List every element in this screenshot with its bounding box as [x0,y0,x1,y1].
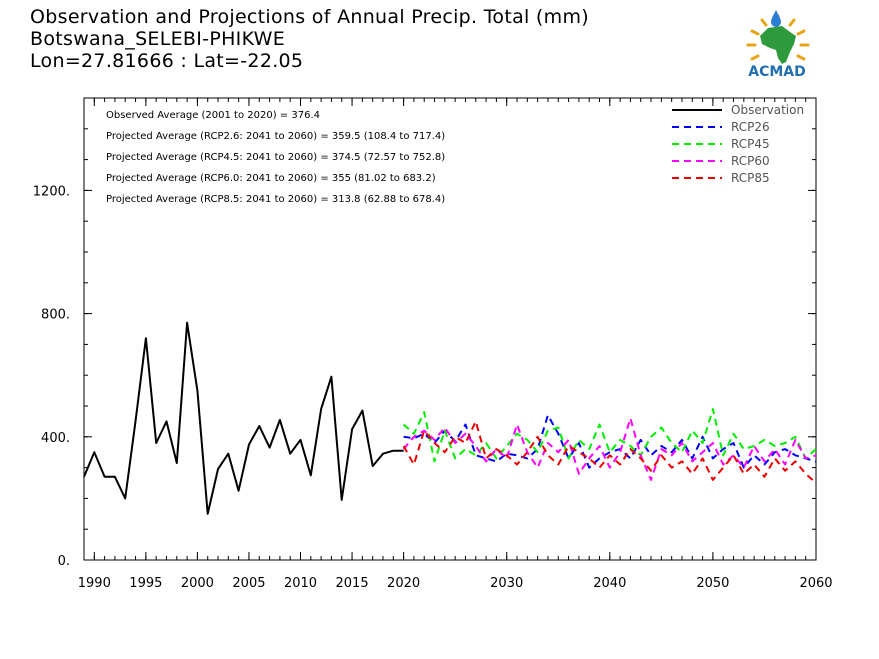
x-tick-label: 2050 [696,576,729,591]
series-line-rcp45 [402,408,817,463]
series-line-rcp85 [402,420,817,484]
chart-title-block: Observation and Projections of Annual Pr… [30,6,589,72]
x-tick-label: 2005 [232,576,265,591]
chart-title: Observation and Projections of Annual Pr… [30,6,589,28]
stat-rcp85-average: Projected Average (RCP8.5: 2041 to 2060)… [106,194,445,205]
x-tick-label: 1990 [78,576,111,591]
series-line-observation [83,321,404,515]
acmad-africa-logo-icon [746,10,810,64]
x-tick-label: 2000 [181,576,214,591]
legend-label-observation: Observation [731,103,804,117]
chart-subtitle-coordinates: Lon=27.81666 : Lat=-22.05 [30,50,304,72]
x-tick-label: 2060 [799,576,832,591]
stat-rcp45-average: Projected Average (RCP4.5: 2041 to 2060)… [106,152,445,163]
y-tick-label: 1200. [33,184,70,199]
series-line-rcp26 [403,414,817,469]
chart-series [83,321,817,515]
stat-observed-average: Observed Average (2001 to 2020) = 376.4 [106,110,320,121]
chart-legend: Observation RCP26 RCP45 RCP60 RCP85 [672,103,804,185]
chart-subtitle-station: Botswana_SELEBI-PHIKWE [30,28,286,50]
y-tick-label: 400. [41,431,70,446]
acmad-logo-text: ACMAD [748,64,806,80]
legend-label-rcp60: RCP60 [731,154,770,168]
stat-rcp60-average: Projected Average (RCP6.0: 2041 to 2060)… [106,173,436,184]
stats-annotations: Observed Average (2001 to 2020) = 376.4 … [106,110,445,205]
x-tick-label: 2020 [387,576,420,591]
x-tick-label: 2030 [490,576,523,591]
legend-label-rcp85: RCP85 [731,171,770,185]
y-tick-label: 0. [58,554,70,569]
x-tick-label: 2040 [593,576,626,591]
x-tick-label: 1995 [129,576,162,591]
x-tick-label: 2010 [284,576,317,591]
x-tick-label: 2015 [336,576,369,591]
legend-label-rcp26: RCP26 [731,120,770,134]
chart-axes: 1990 1995 2000 2005 2010 2015 2020 2030 2040 2050… [33,97,833,591]
stat-rcp26-average: Projected Average (RCP2.6: 2041 to 2060)… [106,131,445,142]
plot-frame [83,97,817,561]
series-line-rcp60 [402,417,817,481]
legend-label-rcp45: RCP45 [731,137,770,151]
y-tick-label: 800. [41,308,70,323]
